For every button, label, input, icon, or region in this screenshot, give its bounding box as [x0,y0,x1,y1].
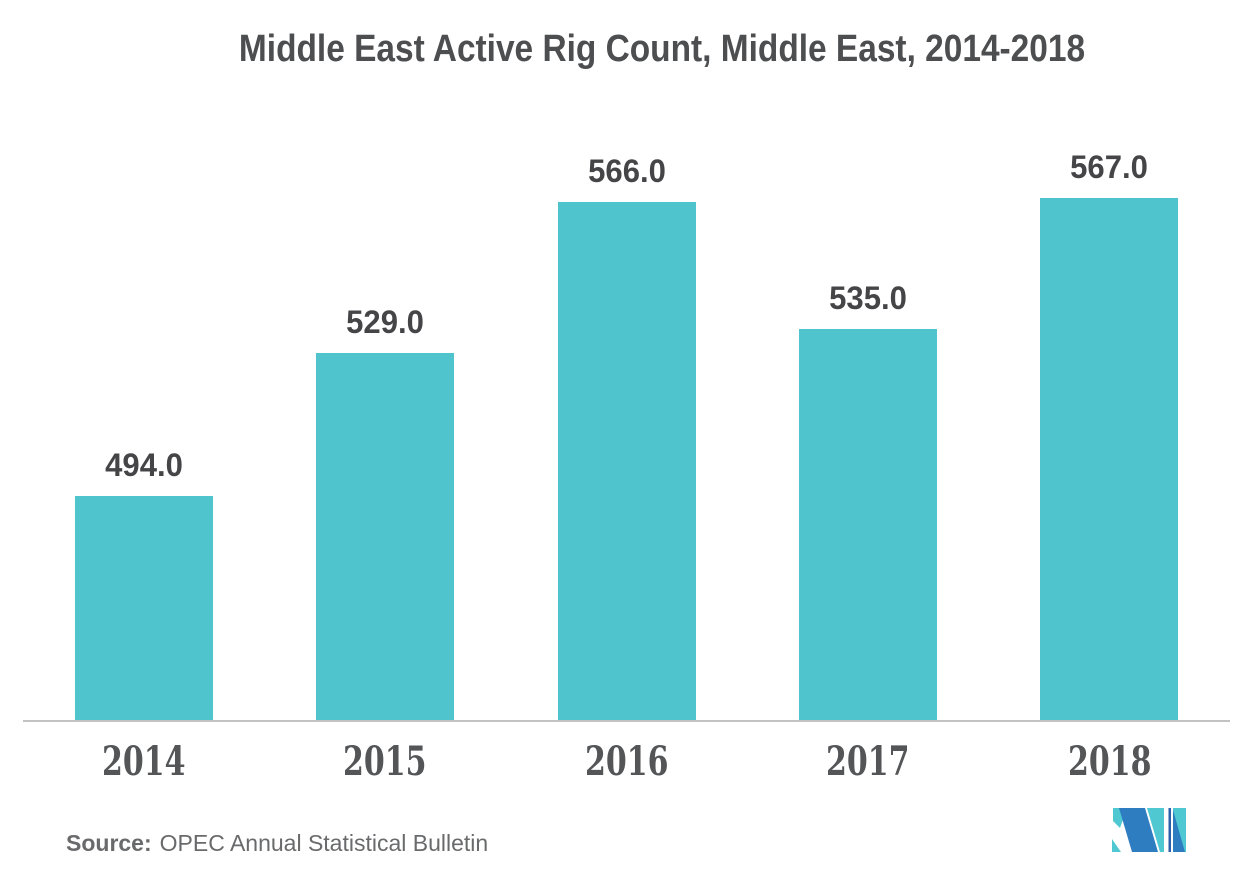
bar-value-label: 567.0 [1070,149,1149,185]
bar [557,202,696,721]
plot-area: 494.0 529.0 566.0 535.0 567.0 [23,149,1230,721]
x-axis-tick-label: 2015 [343,738,427,785]
logo-main-band [1119,808,1158,852]
source-line: Source: OPEC Annual Statistical Bulletin [66,830,488,857]
x-axis-labels: 2014 2015 2016 2017 2018 [23,738,1230,785]
x-axis-tick-label: 2018 [1067,738,1152,785]
bar-value-label: 535.0 [829,280,907,316]
bar [798,329,937,721]
bar-value-label: 566.0 [587,153,666,189]
source-text: OPEC Annual Statistical Bulletin [159,830,489,856]
mordor-intelligence-logo [1112,808,1186,852]
bar-value-label: 494.0 [104,447,183,483]
bar [316,353,455,721]
bar [1040,198,1179,721]
x-axis-line [23,720,1230,722]
logo-right-wedge [1147,808,1164,852]
source-label: Source: [66,830,152,856]
bar-slot: 529.0 [264,198,505,721]
bar-value-label: 529.0 [346,304,424,340]
bar [74,496,213,721]
x-axis-tick-label: 2014 [101,738,186,785]
x-axis-tick-label: 2016 [584,738,669,785]
chart-title: Middle East Active Rig Count, Middle Eas… [238,28,1086,70]
logo-divider [1168,808,1171,852]
bar-slot: 535.0 [747,198,988,721]
logo-square-blue [1173,810,1185,852]
bar-slot: 494.0 [23,198,264,721]
x-axis-tick-label: 2017 [826,738,910,785]
logo-bottom-accent [1112,839,1121,852]
bar-slot: 567.0 [989,149,1230,721]
bar-slot: 566.0 [506,153,747,721]
